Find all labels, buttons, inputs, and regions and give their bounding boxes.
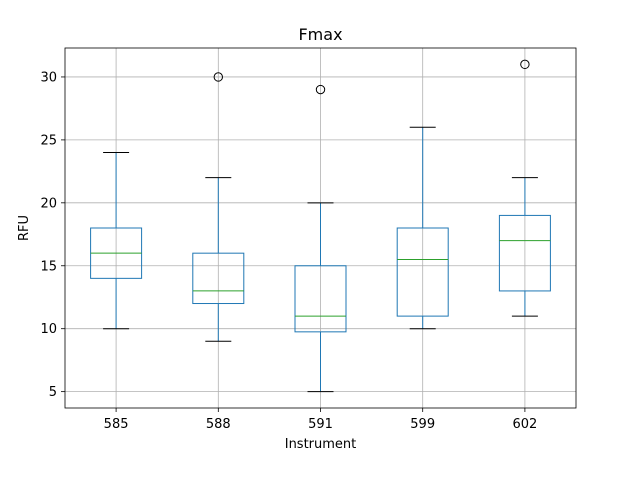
outlier-point	[315, 84, 326, 95]
y-tick-label: 30	[40, 70, 57, 85]
box-layer	[90, 59, 551, 393]
iqr-box	[396, 227, 449, 317]
iqr-box	[192, 252, 245, 305]
x-tick-label: 602	[512, 417, 537, 432]
y-tick-label: 20	[40, 196, 57, 211]
y-tick-label: 5	[49, 385, 57, 400]
box-group-591	[294, 84, 347, 393]
outlier-point	[213, 72, 224, 82]
x-tick-label: 585	[104, 417, 129, 432]
x-axis-label: Instrument	[285, 437, 357, 452]
box-group-602	[498, 59, 551, 317]
iqr-box	[294, 265, 347, 333]
y-axis-label: RFU	[17, 215, 32, 241]
y-tick-label: 25	[40, 133, 57, 148]
box-group-585	[90, 151, 143, 330]
y-tick-label: 15	[40, 259, 57, 274]
box-group-599	[396, 126, 449, 330]
outlier-point	[520, 59, 530, 70]
x-tick-label: 588	[206, 417, 231, 432]
x-tick-label: 599	[410, 417, 435, 432]
axis-layer: 585 588 591 599 602 5 10 15 20 25 30	[40, 70, 537, 432]
chart-title: Fmax	[298, 25, 342, 44]
x-tick-label: 591	[308, 417, 333, 432]
box-group-588	[192, 72, 245, 342]
iqr-box	[498, 214, 551, 292]
y-tick-label: 10	[40, 322, 57, 337]
